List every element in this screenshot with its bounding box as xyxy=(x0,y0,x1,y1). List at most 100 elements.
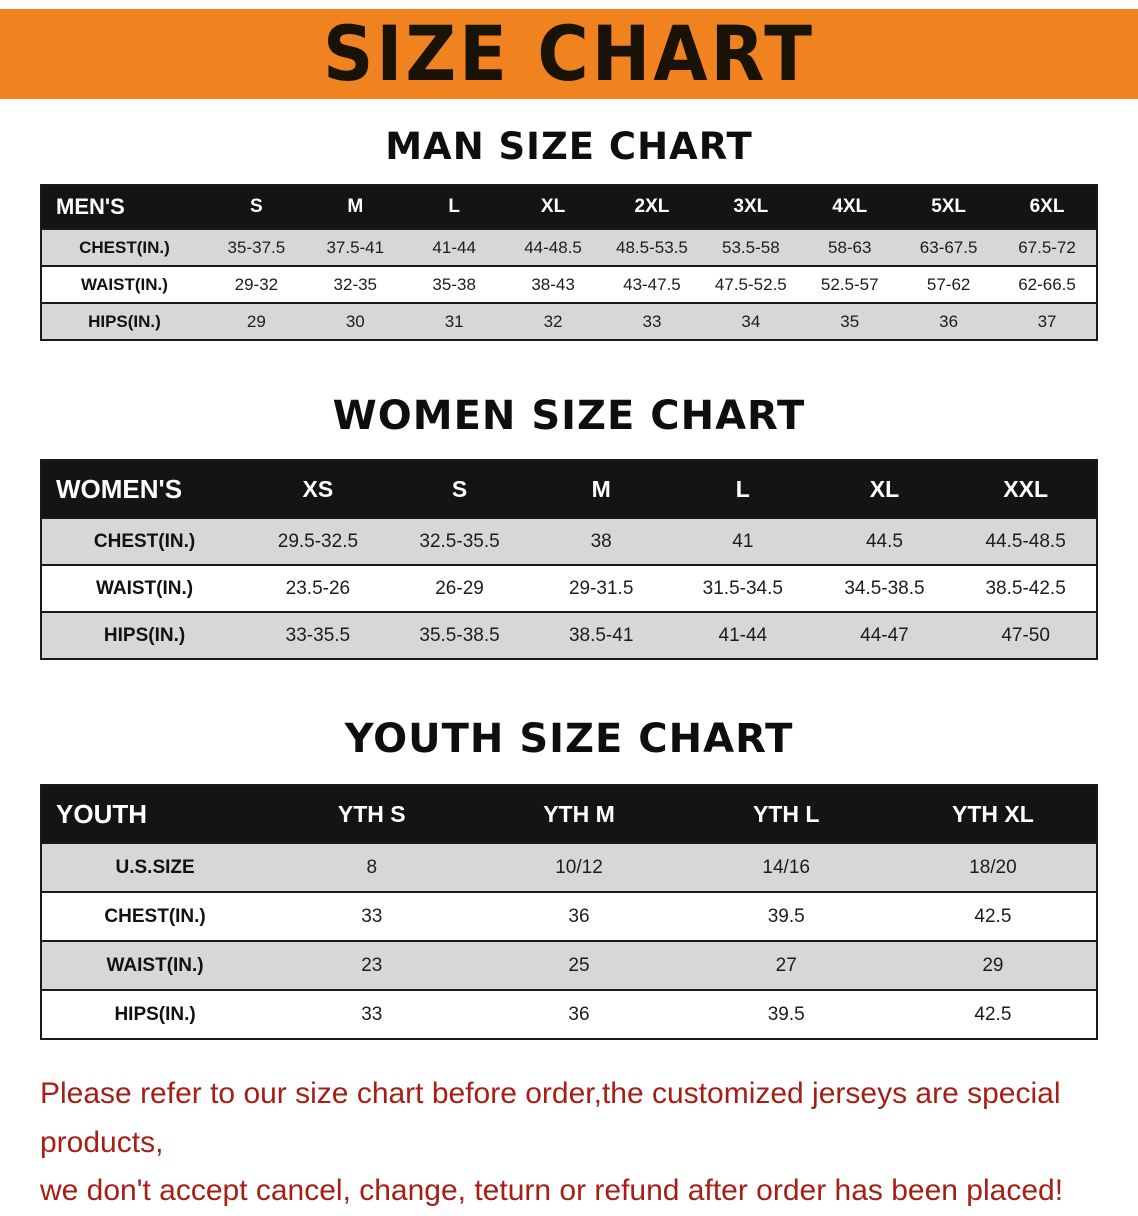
mens-size-table: MEN'S S M L XL 2XL 3XL 4XL 5XL 6XL CHEST(IN.) 35-37… xyxy=(40,184,1098,341)
size-value-cell: 29-32 xyxy=(206,265,306,303)
size-value-cell: 31.5-34.5 xyxy=(672,564,814,612)
order-policy-line-1: Please refer to our size chart before or… xyxy=(40,1077,1061,1159)
table-group-header: WOMEN'S xyxy=(41,460,248,518)
size-value-cell: 23 xyxy=(268,940,476,990)
table-row: HIPS(IN.) 33-35.5 35.5-38.5 38.5-41 41-44 44-… xyxy=(41,611,1097,659)
size-column-header: M xyxy=(530,460,672,518)
size-value-cell: 38 xyxy=(530,517,672,565)
youth-size-table: YOUTH YTH S YTH M YTH L YTH XL U.S.SIZE 8 10/12… xyxy=(40,784,1098,1040)
size-value-cell: 34 xyxy=(701,302,801,340)
size-value-cell: 32-35 xyxy=(305,265,405,303)
size-value-cell: 36 xyxy=(475,891,683,941)
size-value-cell: 37 xyxy=(998,302,1097,340)
size-column-header: YTH M xyxy=(475,785,683,843)
order-policy-note: Please refer to our size chart before or… xyxy=(40,1070,1128,1216)
size-column-header: XL xyxy=(813,460,956,518)
table-row: WAIST(IN.) 29-32 32-35 35-38 38-43 43-47.5 47.… xyxy=(41,265,1097,303)
size-value-cell: 33-35.5 xyxy=(247,611,389,659)
table-header-row: WOMEN'S XS S M L XL XXL xyxy=(41,460,1097,518)
size-value-cell: 39.5 xyxy=(682,989,890,1039)
size-column-header: 4XL xyxy=(800,185,900,229)
size-column-header: 5XL xyxy=(899,185,999,229)
size-value-cell: 35.5-38.5 xyxy=(388,611,531,659)
section-men: MAN SIZE CHART MEN'S S M L XL 2XL 3XL 4XL 5XL 6XL… xyxy=(0,125,1138,341)
size-value-cell: 29.5-32.5 xyxy=(247,517,389,565)
size-column-header: YTH S xyxy=(268,785,476,843)
size-value-cell: 29 xyxy=(206,302,306,340)
row-label: HIPS(IN.) xyxy=(41,989,269,1039)
table-header-row: YOUTH YTH S YTH M YTH L YTH XL xyxy=(41,785,1097,843)
size-value-cell: 44.5-48.5 xyxy=(955,517,1097,565)
size-value-cell: 41-44 xyxy=(672,611,814,659)
size-column-header: YTH XL xyxy=(889,785,1097,843)
row-label: WAIST(IN.) xyxy=(41,265,207,303)
row-label: WAIST(IN.) xyxy=(41,940,269,990)
size-value-cell: 36 xyxy=(475,989,683,1039)
size-value-cell: 38.5-42.5 xyxy=(955,564,1097,612)
table-row: CHEST(IN.) 35-37.5 37.5-41 41-44 44-48.5 48.5… xyxy=(41,228,1097,266)
size-column-header: XXL xyxy=(955,460,1097,518)
size-value-cell: 29 xyxy=(889,940,1097,990)
youth-chart-heading: YOUTH SIZE CHART xyxy=(344,716,794,762)
size-value-cell: 30 xyxy=(305,302,405,340)
size-column-header: L xyxy=(672,460,814,518)
size-column-header: S xyxy=(388,460,531,518)
table-row: HIPS(IN.) 33 36 39.5 42.5 xyxy=(41,989,1097,1039)
womens-size-table: WOMEN'S XS S M L XL XXL CHEST(IN.) 29.5-32.5 32.5… xyxy=(40,459,1098,660)
size-value-cell: 57-62 xyxy=(899,265,999,303)
size-value-cell: 18/20 xyxy=(889,842,1097,892)
row-label: HIPS(IN.) xyxy=(41,302,207,340)
size-value-cell: 42.5 xyxy=(889,891,1097,941)
table-row: WAIST(IN.) 23 25 27 29 xyxy=(41,940,1097,990)
size-value-cell: 36 xyxy=(899,302,999,340)
size-column-header: 2XL xyxy=(602,185,702,229)
size-column-header: 3XL xyxy=(701,185,801,229)
size-value-cell: 32 xyxy=(503,302,603,340)
table-row: WAIST(IN.) 23.5-26 26-29 29-31.5 31.5-34.5 34… xyxy=(41,564,1097,612)
size-value-cell: 8 xyxy=(268,842,476,892)
size-value-cell: 27 xyxy=(682,940,890,990)
size-column-header: XL xyxy=(503,185,603,229)
size-value-cell: 26-29 xyxy=(388,564,531,612)
size-column-header: YTH L xyxy=(682,785,890,843)
size-value-cell: 42.5 xyxy=(889,989,1097,1039)
size-column-header: S xyxy=(206,185,306,229)
size-value-cell: 35-38 xyxy=(404,265,504,303)
table-group-header: YOUTH xyxy=(41,785,269,843)
size-value-cell: 41-44 xyxy=(404,228,504,266)
youth-size-table: YOUTH YTH S YTH M YTH L YTH XL U.S.SIZE 8 10/12… xyxy=(40,784,1098,1040)
men-chart-heading: MAN SIZE CHART xyxy=(385,125,753,168)
size-value-cell: 63-67.5 xyxy=(899,228,999,266)
section-women: WOMEN SIZE CHART WOMEN'S XS S M L XL XXL CHEST(… xyxy=(0,393,1138,660)
size-value-cell: 32.5-35.5 xyxy=(388,517,531,565)
size-value-cell: 14/16 xyxy=(682,842,890,892)
size-value-cell: 35-37.5 xyxy=(206,228,306,266)
size-value-cell: 43-47.5 xyxy=(602,265,702,303)
section-youth: YOUTH SIZE CHART YOUTH YTH S YTH M YTH L YTH… xyxy=(0,716,1138,1040)
size-value-cell: 38.5-41 xyxy=(530,611,672,659)
row-label: CHEST(IN.) xyxy=(41,228,207,266)
size-value-cell: 33 xyxy=(268,891,476,941)
size-value-cell: 23.5-26 xyxy=(247,564,389,612)
size-value-cell: 62-66.5 xyxy=(998,265,1097,303)
row-label: CHEST(IN.) xyxy=(41,891,269,941)
table-row: U.S.SIZE 8 10/12 14/16 18/20 xyxy=(41,842,1097,892)
size-value-cell: 35 xyxy=(800,302,900,340)
size-value-cell: 37.5-41 xyxy=(305,228,405,266)
size-value-cell: 41 xyxy=(672,517,814,565)
table-header-row: MEN'S S M L XL 2XL 3XL 4XL 5XL 6XL xyxy=(41,185,1097,229)
size-column-header: L xyxy=(404,185,504,229)
size-value-cell: 10/12 xyxy=(475,842,683,892)
size-value-cell: 44-48.5 xyxy=(503,228,603,266)
size-value-cell: 47.5-52.5 xyxy=(701,265,801,303)
size-value-cell: 53.5-58 xyxy=(701,228,801,266)
size-value-cell: 39.5 xyxy=(682,891,890,941)
size-value-cell: 44.5 xyxy=(813,517,956,565)
row-label: CHEST(IN.) xyxy=(41,517,248,565)
size-column-header: M xyxy=(305,185,405,229)
size-value-cell: 67.5-72 xyxy=(998,228,1097,266)
size-value-cell: 33 xyxy=(602,302,702,340)
size-value-cell: 25 xyxy=(475,940,683,990)
size-value-cell: 58-63 xyxy=(800,228,900,266)
